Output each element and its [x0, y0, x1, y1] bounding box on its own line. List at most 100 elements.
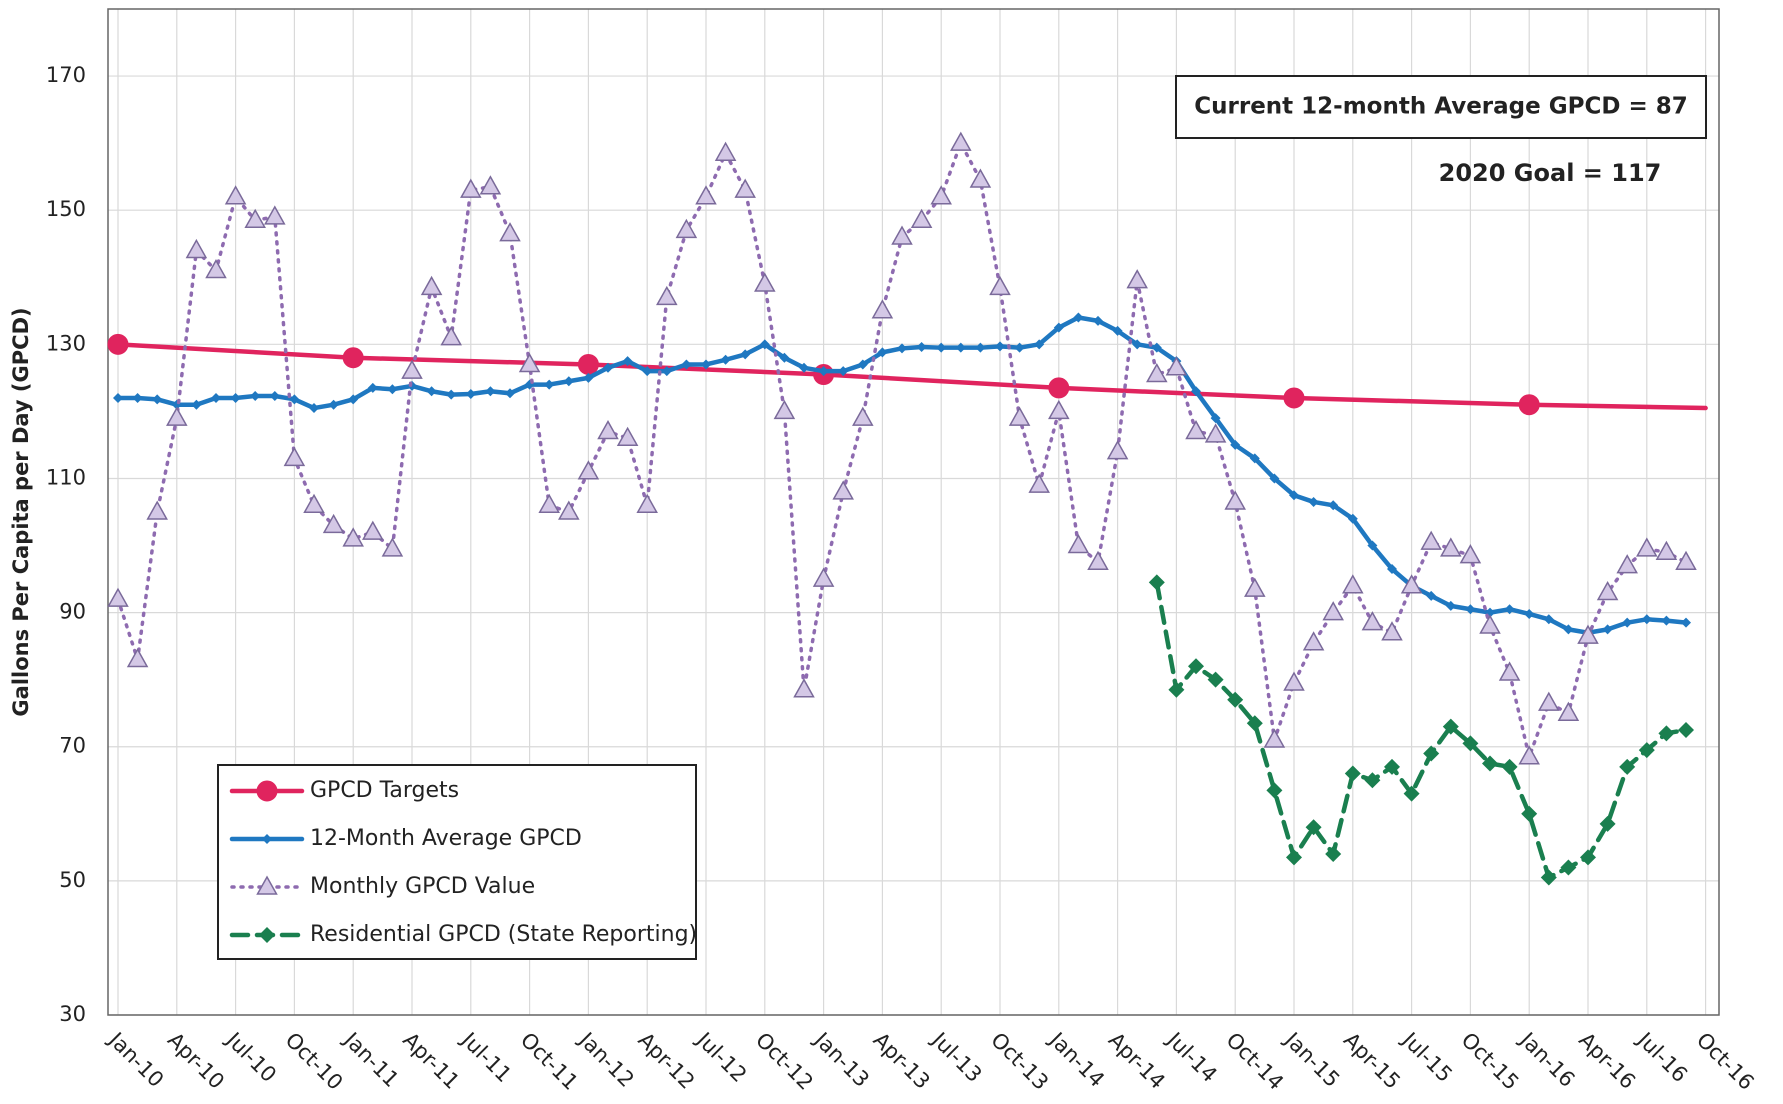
x-tick-label: Oct-15 [1457, 1028, 1524, 1095]
legend-label: Residential GPCD (State Reporting) [310, 922, 697, 947]
marker-diamond [1681, 617, 1691, 628]
marker-triangle [146, 500, 168, 520]
marker-triangle [871, 299, 894, 319]
marker-diamond [211, 392, 221, 403]
x-tick-label: Apr-12 [633, 1028, 699, 1094]
marker-triangle [499, 222, 521, 242]
marker-triangle [1204, 423, 1227, 443]
marker-diamond [1289, 490, 1299, 501]
marker-diamond [975, 342, 986, 353]
marker-triangle [1675, 550, 1697, 571]
marker-diamond [1132, 339, 1143, 350]
x-tick-label: Jul-10 [220, 1026, 281, 1087]
marker-diamond [955, 342, 966, 353]
marker-diamond [1462, 735, 1479, 752]
marker-triangle [303, 493, 325, 514]
marker-diamond [799, 362, 809, 373]
marker-diamond [1622, 617, 1633, 628]
x-tick-label: Oct-16 [1692, 1028, 1759, 1095]
marker-diamond [1093, 315, 1103, 326]
marker-circle [1518, 394, 1540, 416]
marker-diamond [1504, 604, 1515, 615]
marker-triangle [224, 185, 247, 205]
marker-diamond [681, 359, 692, 370]
marker-diamond [877, 347, 888, 358]
marker-diamond [838, 366, 849, 377]
marker-diamond [916, 342, 927, 353]
marker-diamond [1034, 339, 1045, 350]
x-tick-label: Jan-12 [573, 1026, 639, 1092]
marker-diamond [1230, 439, 1241, 450]
marker-diamond [113, 392, 123, 403]
marker-triangle [1126, 269, 1148, 289]
marker-diamond [563, 376, 574, 387]
marker-triangle [1596, 580, 1619, 601]
marker-triangle [1224, 490, 1246, 510]
marker-diamond [759, 339, 770, 350]
x-tick-label: Jul-14 [1161, 1026, 1222, 1087]
marker-triangle [1557, 701, 1580, 721]
x-tick-label: Jan-11 [338, 1026, 404, 1092]
x-tick-label: Apr-13 [869, 1028, 935, 1094]
marker-triangle [597, 419, 619, 440]
marker-triangle [1440, 537, 1462, 557]
marker-triangle [1165, 356, 1188, 376]
marker-diamond [818, 366, 829, 377]
annotation: Current 12-month Average GPCD = 87 [1194, 94, 1688, 120]
marker-diamond [1364, 772, 1381, 789]
marker-diamond [446, 389, 457, 400]
marker-triangle [695, 185, 717, 205]
marker-diamond [1210, 413, 1221, 424]
x-tick-label: Jan-10 [103, 1026, 169, 1092]
marker-diamond [465, 388, 476, 399]
marker-triangle [577, 460, 600, 480]
marker-triangle [1498, 661, 1521, 681]
x-tick-label: Jul-16 [1632, 1026, 1693, 1087]
marker-triangle [714, 141, 737, 161]
marker-diamond [1266, 782, 1283, 799]
marker-diamond [485, 386, 496, 397]
marker-triangle [479, 175, 502, 195]
marker-diamond [1602, 624, 1613, 635]
marker-triangle [675, 218, 698, 239]
marker-circle [342, 347, 364, 369]
marker-diamond [603, 362, 613, 373]
y-tick-label: 130 [46, 331, 86, 355]
marker-diamond [897, 343, 907, 354]
marker-diamond [1073, 312, 1084, 323]
marker-triangle [656, 285, 678, 306]
marker-diamond [1384, 758, 1400, 775]
legend-label: 12-Month Average GPCD [310, 826, 582, 851]
marker-diamond [995, 341, 1005, 352]
marker-diamond [1286, 849, 1302, 866]
marker-triangle [401, 359, 423, 379]
marker-triangle [440, 326, 462, 346]
marker-circle [107, 333, 129, 355]
marker-triangle [283, 446, 306, 467]
marker-diamond [269, 390, 280, 401]
marker-diamond [1619, 758, 1636, 775]
marker-triangle [420, 275, 443, 296]
marker-triangle [969, 168, 992, 188]
marker-diamond [1148, 574, 1165, 591]
marker-diamond [1638, 742, 1655, 759]
marker-diamond [1151, 342, 1162, 353]
marker-triangle [342, 527, 364, 547]
marker-diamond [348, 394, 359, 405]
marker-diamond [1308, 496, 1319, 507]
marker-diamond [720, 354, 731, 365]
x-tick-label: Jan-16 [1514, 1026, 1580, 1092]
marker-diamond [1053, 322, 1064, 333]
marker-triangle [264, 205, 286, 225]
marker-diamond [701, 359, 711, 370]
marker-diamond [583, 372, 594, 383]
marker-triangle [558, 500, 580, 520]
marker-diamond [250, 390, 261, 401]
marker-diamond [1641, 614, 1652, 625]
marker-diamond [1560, 859, 1577, 876]
marker-triangle [832, 480, 854, 500]
marker-diamond [289, 394, 300, 405]
marker-triangle [1302, 631, 1325, 651]
marker-diamond [1168, 681, 1185, 698]
marker-diamond [1305, 819, 1322, 836]
